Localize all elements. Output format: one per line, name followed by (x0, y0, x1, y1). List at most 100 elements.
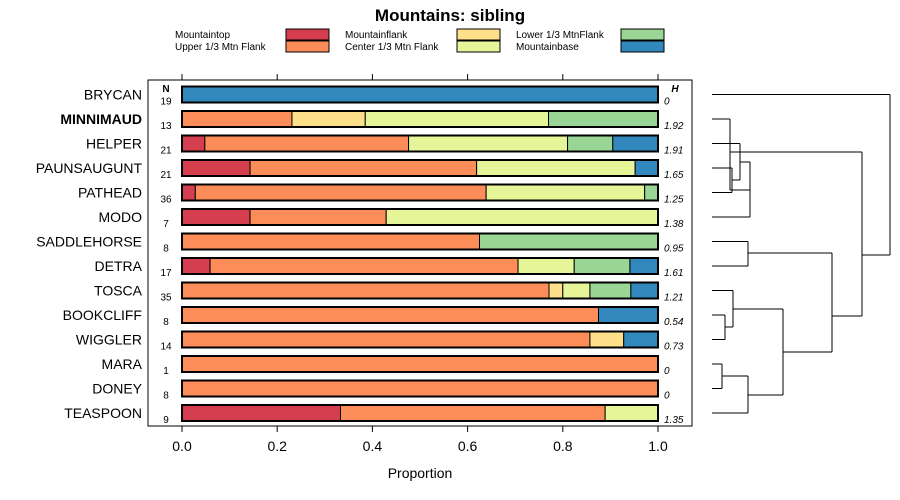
site-label: BOOKCLIFF (63, 307, 142, 323)
site-label: PAUNSAUGUNT (36, 160, 143, 176)
n-value: 13 (160, 121, 172, 132)
n-value: 21 (160, 146, 172, 157)
bar-outline (181, 232, 659, 251)
bar-segment-upper-1-3-mtn-flank (209, 257, 519, 275)
legend-swatch-mountainbase (620, 40, 665, 53)
h-value: 0.54 (664, 317, 684, 328)
bar-segment-mountainflank (589, 331, 625, 348)
bar-outline (181, 159, 659, 177)
bar-segment-center-1-3-mtn-flank (408, 135, 569, 152)
n-value: 8 (163, 391, 169, 402)
legend-swatch-lower-1-3-mtnflank (620, 28, 665, 41)
h-value: 0 (664, 391, 670, 402)
legend-label-mountaintop: Mountaintop (175, 30, 230, 41)
h-value: 1.91 (664, 146, 683, 157)
legend-swatch-mountainflank (456, 28, 501, 41)
site-label: PATHEAD (78, 185, 142, 201)
n-value: 21 (160, 170, 172, 181)
legend-label-mountainbase: Mountainbase (516, 42, 579, 53)
legend-swatch-mountaintop (285, 28, 330, 41)
site-label: MARA (102, 356, 143, 372)
h-value: 1.35 (664, 415, 684, 426)
h-value: 1.65 (664, 170, 684, 181)
bar-outline (181, 134, 659, 153)
bar-segment-upper-1-3-mtn-flank (181, 110, 293, 128)
legend-swatch-upper-1-3-mtn-flank (285, 40, 330, 53)
h-value: 0.95 (664, 244, 684, 255)
bar-segment-upper-1-3-mtn-flank (249, 159, 478, 177)
legend-swatch-center-1-3-mtn-flank (456, 40, 501, 53)
bar-segment-lower-1-3-mtnflank (479, 233, 659, 250)
legend-label-lower-1-3-mtnflank: Lower 1/3 MtnFlank (516, 30, 605, 41)
dendrogram (712, 94, 891, 414)
bar-outline (181, 306, 659, 324)
bar-outline (181, 281, 659, 300)
n-value: 1 (163, 366, 169, 377)
bar-segment-center-1-3-mtn-flank (364, 110, 550, 128)
site-label: DONEY (92, 381, 142, 397)
h-value: 0.73 (664, 342, 684, 353)
h-value: 1.38 (664, 219, 684, 230)
bar-segment-mountaintop (181, 184, 196, 201)
bar-outline (181, 379, 659, 398)
site-label: TOSCA (94, 283, 143, 299)
site-label: BRYCAN (84, 87, 142, 103)
bar-segment-mountaintop (181, 159, 251, 177)
bar-outline (181, 404, 659, 422)
bar-segment-upper-1-3-mtn-flank (194, 184, 487, 201)
bar-segment-lower-1-3-mtnflank (548, 110, 659, 128)
bar-segment-upper-1-3-mtn-flank (340, 404, 606, 422)
bar-segment-mountaintop (181, 257, 211, 275)
bar-segment-mountainbase (612, 135, 659, 152)
bar-segment-mountainbase (634, 159, 659, 177)
site-label: MODO (98, 209, 142, 225)
h-value: 1.61 (664, 268, 683, 279)
bar-segment-upper-1-3-mtn-flank (249, 208, 387, 226)
bar-segment-lower-1-3-mtnflank (567, 135, 614, 152)
n-value: 8 (163, 317, 169, 328)
x-tick-label: 0.6 (458, 438, 478, 454)
bar-segment-mountainbase (629, 257, 659, 275)
bar-segment-center-1-3-mtn-flank (476, 159, 636, 177)
bar-segment-upper-1-3-mtn-flank (181, 355, 659, 373)
n-value: 7 (163, 219, 169, 230)
n-value: 35 (160, 293, 172, 304)
n-value: 17 (160, 268, 172, 279)
site-label: TEASPOON (64, 405, 142, 421)
bar-segment-lower-1-3-mtnflank (573, 257, 631, 275)
bar-segment-upper-1-3-mtn-flank (181, 331, 591, 348)
x-tick-label: 1.0 (648, 438, 668, 454)
bar-outline (181, 183, 659, 202)
bar-segment-mountaintop (181, 135, 206, 152)
h-value: 0 (664, 97, 670, 108)
bar-segment-mountainflank (291, 110, 366, 128)
site-label: MINNIMAUD (60, 111, 142, 127)
bar-segment-center-1-3-mtn-flank (604, 404, 659, 422)
bar-segment-mountainflank (548, 282, 564, 299)
bar-outline (181, 330, 659, 349)
legend-label-upper-1-3-mtn-flank: Upper 1/3 Mtn Flank (175, 42, 267, 53)
legend-label-mountainflank: Mountainflank (345, 30, 408, 41)
bar-outline (181, 110, 659, 128)
plot-frame (147, 79, 693, 427)
x-tick-label: 0.4 (363, 438, 383, 454)
h-value: 1.92 (664, 121, 684, 132)
x-axis: 0.0 0.2 0.4 0.6 0.8 1.0 (172, 74, 668, 454)
x-tick-label: 0.2 (267, 438, 287, 454)
bar-segment-mountainbase (598, 306, 659, 324)
bar-segment-mountaintop (181, 208, 251, 226)
site-label: WIGGLER (76, 332, 142, 348)
bar-segment-center-1-3-mtn-flank (562, 282, 591, 299)
bar-segment-center-1-3-mtn-flank (385, 208, 659, 226)
bar-segment-upper-1-3-mtn-flank (181, 380, 659, 397)
n-header: N (162, 84, 169, 95)
x-tick-label: 0.0 (172, 438, 192, 454)
h-value: 1.21 (664, 293, 683, 304)
bar-segment-mountainbase (630, 282, 659, 299)
bar-outline (181, 85, 659, 104)
x-tick-label: 0.8 (553, 438, 573, 454)
n-value: 19 (160, 97, 172, 108)
